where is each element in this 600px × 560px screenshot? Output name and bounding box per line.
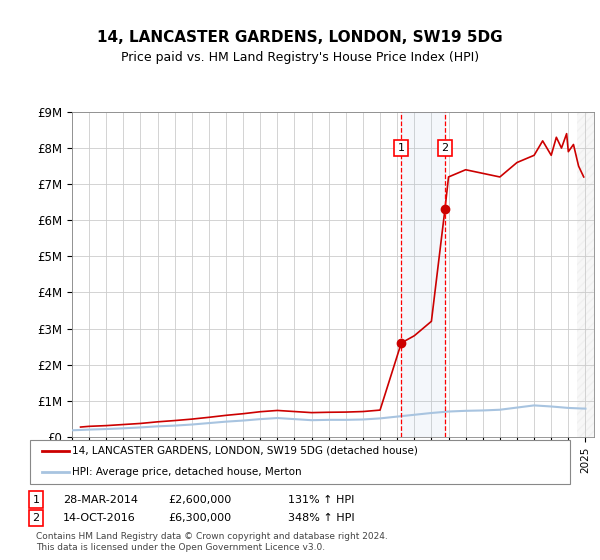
Text: £6,300,000: £6,300,000 (168, 513, 231, 523)
Text: 2: 2 (32, 513, 40, 523)
Text: 14-OCT-2016: 14-OCT-2016 (63, 513, 136, 523)
Text: 1: 1 (398, 143, 405, 153)
Text: Price paid vs. HM Land Registry's House Price Index (HPI): Price paid vs. HM Land Registry's House … (121, 52, 479, 64)
Bar (401, 112, 445, 437)
Bar (577, 112, 594, 437)
Text: 28-MAR-2014: 28-MAR-2014 (63, 494, 138, 505)
Text: HPI: Average price, detached house, Merton: HPI: Average price, detached house, Mert… (72, 466, 302, 477)
Text: 348% ↑ HPI: 348% ↑ HPI (288, 513, 355, 523)
Text: 1: 1 (32, 494, 40, 505)
Text: 131% ↑ HPI: 131% ↑ HPI (288, 494, 355, 505)
Text: 14, LANCASTER GARDENS, LONDON, SW19 5DG (detached house): 14, LANCASTER GARDENS, LONDON, SW19 5DG … (72, 446, 418, 456)
Text: 2: 2 (442, 143, 448, 153)
Text: £2,600,000: £2,600,000 (168, 494, 231, 505)
Text: 14, LANCASTER GARDENS, LONDON, SW19 5DG: 14, LANCASTER GARDENS, LONDON, SW19 5DG (97, 30, 503, 45)
Text: Contains HM Land Registry data © Crown copyright and database right 2024.
This d: Contains HM Land Registry data © Crown c… (36, 532, 388, 552)
